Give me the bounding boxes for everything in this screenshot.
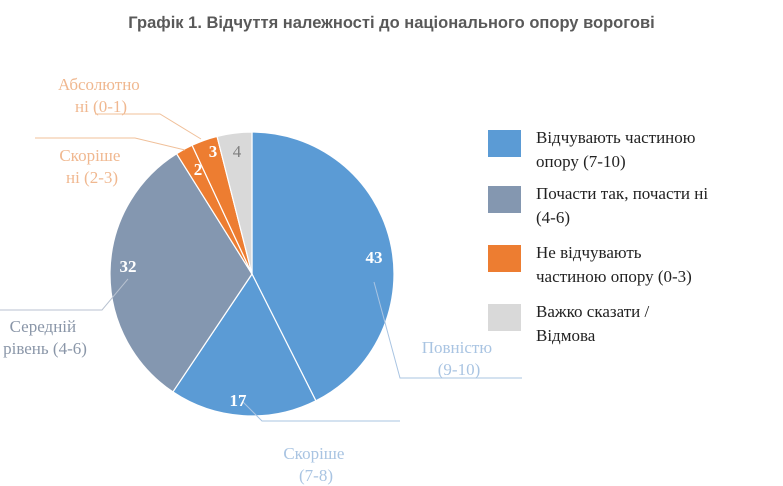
value-label-17: 17 xyxy=(230,391,248,410)
value-label-43: 43 xyxy=(366,248,383,267)
leader-line-rather-no xyxy=(35,137,186,151)
leader-lines xyxy=(0,113,522,422)
legend-swatch xyxy=(488,130,521,157)
category-label-rather-no: Скоріше ні (2-3) xyxy=(59,146,124,187)
legend-swatch xyxy=(488,186,521,213)
category-label-full: Повністю (9-10) xyxy=(422,338,497,379)
legend-label: Відчувають частиною опору (7-10) xyxy=(536,128,696,171)
pie-slice-rather xyxy=(172,272,317,417)
pie-slice-hard-to-say xyxy=(216,131,253,275)
pie-slices xyxy=(109,131,395,417)
category-label-absolutely-no: Абсолютно ні (0-1) xyxy=(58,75,144,116)
leader-line-rather xyxy=(242,401,400,422)
legend-label: Не відчувають частиною опору (0-3) xyxy=(536,243,692,286)
leader-line-full xyxy=(373,281,522,379)
value-label-2: 2 xyxy=(194,160,203,179)
value-label-3: 3 xyxy=(209,142,218,161)
legend-label: Важко сказати / Відмова xyxy=(536,302,650,345)
category-label-rather: Скоріше (7-8) xyxy=(283,444,348,485)
value-label-4: 4 xyxy=(233,142,242,161)
leader-line-absolutely-no xyxy=(95,113,202,140)
legend-label: Почасти так, почасти ні (4-6) xyxy=(536,184,709,227)
legend-swatch xyxy=(488,245,521,272)
pie-slice-full xyxy=(251,131,395,402)
category-label-mid: Середній рівень (4-6) xyxy=(3,317,87,358)
legend-swatch xyxy=(488,304,521,331)
chart-title: Графік 1. Відчуття належності до націона… xyxy=(128,14,655,32)
value-label-32: 32 xyxy=(120,257,137,276)
pie-slice-mid xyxy=(109,152,253,393)
leader-line-mid xyxy=(0,278,129,311)
